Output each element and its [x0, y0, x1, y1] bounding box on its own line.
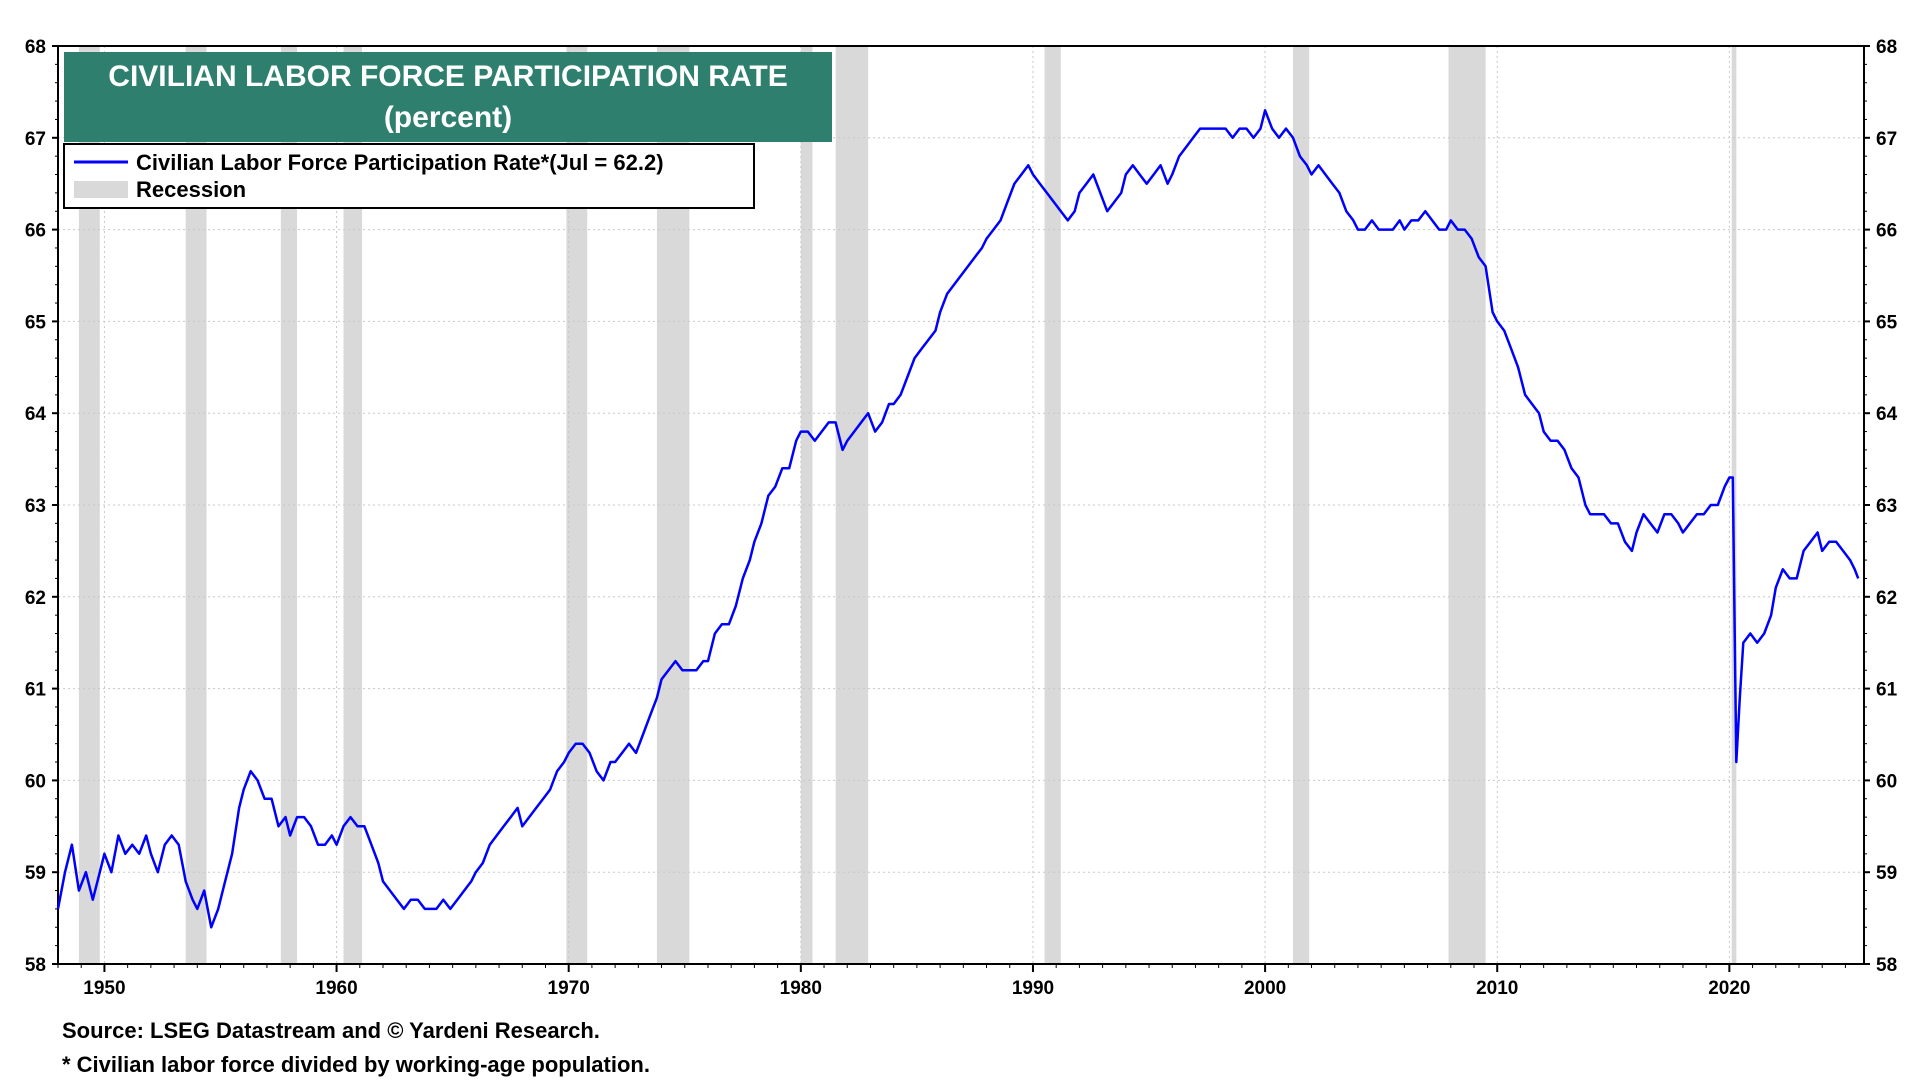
- y-tick-label-right: 63: [1876, 496, 1897, 517]
- recession-band: [835, 46, 869, 964]
- y-tick-label-left: 68: [25, 37, 46, 58]
- recession-bands: [78, 46, 1737, 964]
- x-tick-label: 1990: [1012, 978, 1054, 999]
- x-tick-label: 1970: [548, 978, 590, 999]
- legend-recession-swatch: [74, 181, 128, 198]
- recession-band: [800, 46, 813, 964]
- y-tick-label-right: 59: [1876, 863, 1897, 884]
- y-tick-label-right: 58: [1876, 955, 1897, 976]
- series-line-participation-rate: [56, 109, 1860, 929]
- y-tick-label-right: 61: [1876, 680, 1898, 701]
- x-axis: 1950 1960 1970 1980 1990 2000 2010 2020: [57, 964, 1846, 999]
- chart-subtitle: (percent): [384, 101, 512, 134]
- footnote: * Civilian labor force divided by workin…: [62, 1052, 650, 1077]
- y-tick-label-right: 62: [1876, 588, 1897, 609]
- y-tick-label-left: 62: [25, 588, 46, 609]
- y-tick-label-right: 68: [1876, 37, 1897, 58]
- x-tick-label: 1980: [780, 978, 822, 999]
- chart-title: CIVILIAN LABOR FORCE PARTICIPATION RATE: [108, 60, 787, 93]
- y-tick-label-left: 65: [25, 312, 47, 333]
- y-tick-label-left: 58: [25, 955, 46, 976]
- y-tick-label-right: 65: [1876, 312, 1898, 333]
- legend-recession-label: Recession: [136, 177, 246, 202]
- y-tick-label-right: 66: [1876, 221, 1897, 242]
- legend-series-label: Civilian Labor Force Participation Rate*…: [136, 150, 664, 175]
- series-lines: [56, 109, 1860, 929]
- y-tick-label-right: 64: [1876, 404, 1898, 425]
- recession-band: [185, 46, 207, 964]
- x-tick-label: 1960: [315, 978, 357, 999]
- legend-box: [63, 143, 755, 209]
- recession-band: [1292, 46, 1310, 964]
- y-tick-label-left: 66: [25, 221, 46, 242]
- y-tick-label-left: 67: [25, 129, 46, 150]
- y-tick-label-left: 59: [25, 863, 46, 884]
- y-tick-label-left: 60: [25, 771, 46, 792]
- x-tick-label: 1950: [83, 978, 125, 999]
- y-tick-label-left: 64: [25, 404, 47, 425]
- recession-band: [343, 46, 363, 964]
- x-tick-label: 2010: [1476, 978, 1518, 999]
- y-axis-right: 58 59 60 61 62 63 64 65 66 67 68: [1864, 37, 1898, 976]
- y-tick-label-right: 67: [1876, 129, 1897, 150]
- y-tick-label-left: 63: [25, 496, 46, 517]
- x-tick-label: 2020: [1708, 978, 1750, 999]
- gridlines: [58, 46, 1864, 964]
- x-tick-label: 2000: [1244, 978, 1286, 999]
- title-box: [64, 52, 832, 142]
- y-tick-label-right: 60: [1876, 771, 1897, 792]
- source-note: Source: LSEG Datastream and © Yardeni Re…: [62, 1018, 600, 1043]
- y-tick-label-left: 61: [25, 680, 47, 701]
- y-axis-left: 58 59 60 61 62 63 64 65 66 67 68: [25, 37, 58, 976]
- recession-band: [566, 46, 588, 964]
- recession-band: [1044, 46, 1061, 964]
